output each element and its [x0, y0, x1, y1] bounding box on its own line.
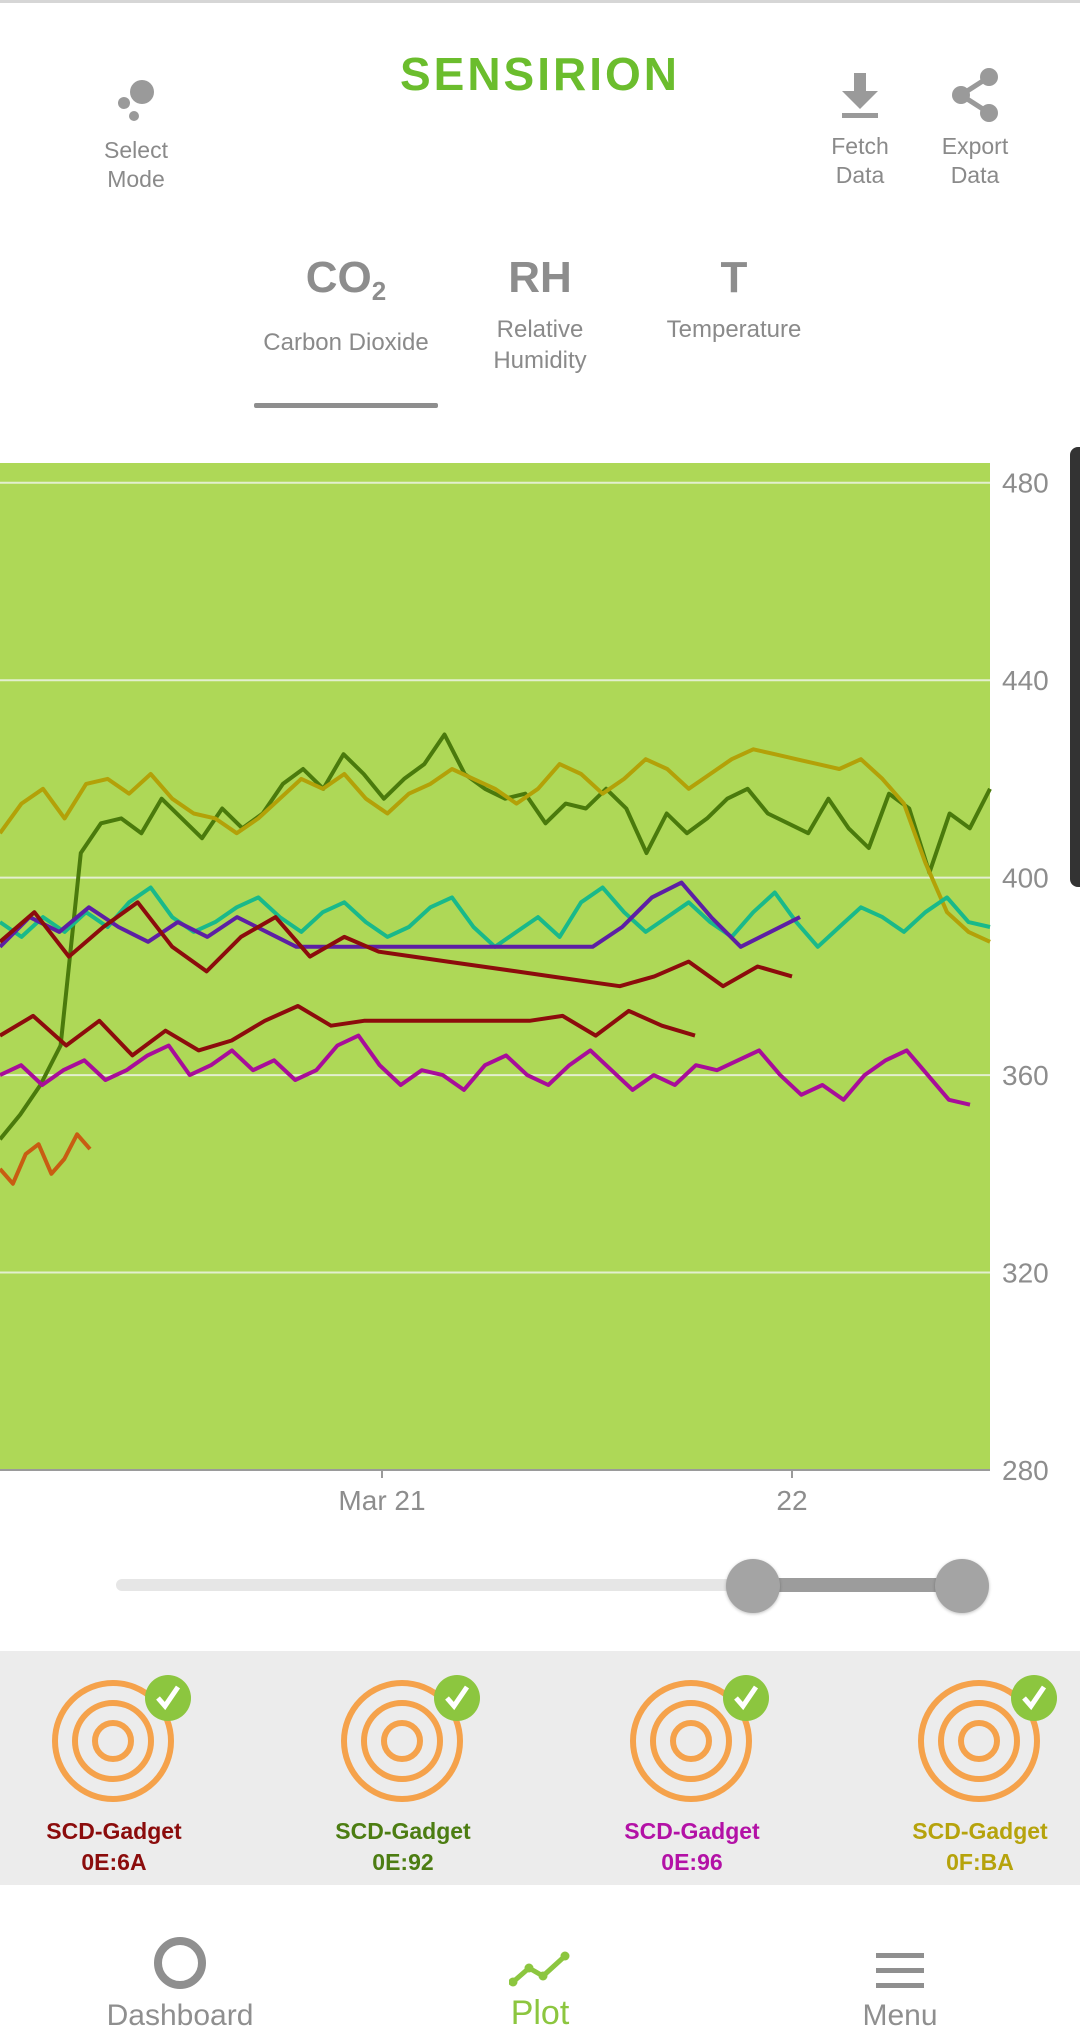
gadget-name: SCD-Gadget 0E:92: [335, 1818, 471, 1875]
check-badge-icon: [723, 1675, 769, 1721]
nav-plot[interactable]: Plot: [400, 1885, 680, 2033]
plot-icon: [509, 1911, 571, 1990]
chart-svg: 280 320 360 400 440 480 Mar 21 22: [0, 463, 1049, 1516]
bubbles-icon: [111, 68, 161, 130]
sensor-target-icon: [44, 1670, 191, 1810]
status-divider: [0, 0, 1080, 3]
y-tick-label: 400: [1002, 863, 1049, 894]
tab-co2[interactable]: CO2 Carbon Dioxide: [246, 250, 446, 358]
check-badge-icon: [145, 1675, 191, 1721]
gadget-item[interactable]: SCD-Gadget 0E:6A: [4, 1670, 224, 1878]
x-tick-label: 22: [776, 1485, 807, 1513]
export-data-label: Export Data: [941, 133, 1009, 188]
y-tick-label: 280: [1002, 1455, 1049, 1486]
tab-rh-symbol: RH: [508, 253, 572, 302]
time-range-selection: [752, 1578, 962, 1592]
gadget-name: SCD-Gadget 0F:BA: [912, 1818, 1048, 1875]
x-tick-label: Mar 21: [338, 1485, 425, 1513]
series-line: [0, 1004, 696, 1058]
y-tick-label: 320: [1002, 1258, 1049, 1289]
series-line: [0, 1132, 92, 1186]
select-mode-label: Select Mode: [104, 137, 168, 192]
y-tick-label: 440: [1002, 665, 1049, 696]
select-mode-button[interactable]: Select Mode: [86, 68, 186, 194]
fetch-data-button[interactable]: Fetch Data: [810, 60, 910, 190]
series-line: [0, 732, 992, 1141]
nav-dashboard-label: Dashboard: [106, 1999, 254, 2032]
gadget-item[interactable]: SCD-Gadget 0F:BA: [870, 1670, 1080, 1878]
tab-t-symbol: T: [720, 253, 748, 302]
y-tick-label: 360: [1002, 1060, 1049, 1091]
sensor-target-icon: [910, 1670, 1057, 1810]
active-tab-indicator: [254, 403, 438, 408]
share-icon: [948, 60, 1002, 130]
check-badge-icon: [1011, 1675, 1057, 1721]
hamburger-icon: [874, 1911, 926, 1991]
gadget-name: SCD-Gadget 0E:96: [624, 1818, 760, 1875]
download-icon: [838, 60, 882, 130]
gadget-item[interactable]: SCD-Gadget 0E:92: [293, 1670, 513, 1878]
gadget-name: SCD-Gadget 0E:6A: [46, 1818, 182, 1875]
sensor-target-icon: [622, 1670, 769, 1810]
dashboard-icon: [152, 1911, 208, 1991]
gadget-item[interactable]: SCD-Gadget 0E:96: [582, 1670, 802, 1878]
nav-menu-label: Menu: [862, 1999, 938, 2032]
tab-temperature[interactable]: T Temperature: [634, 250, 834, 345]
series-line: [0, 880, 801, 949]
tab-co2-symbol: CO2: [305, 253, 387, 306]
nav-plot-label: Plot: [510, 1994, 570, 2032]
series-line: [0, 900, 793, 989]
nav-dashboard[interactable]: Dashboard: [40, 1885, 320, 2033]
co2-chart[interactable]: 280 320 360 400 440 480 Mar 21 22: [0, 463, 1080, 1516]
check-badge-icon: [434, 1675, 480, 1721]
tab-co2-label: Carbon Dioxide: [263, 329, 429, 356]
nav-menu[interactable]: Menu: [760, 1885, 1040, 2033]
sensor-target-icon: [333, 1670, 480, 1810]
y-tick-label: 480: [1002, 468, 1049, 499]
export-data-button[interactable]: Export Data: [925, 60, 1025, 190]
series-line: [0, 1033, 971, 1107]
brand-text: SENSIRION: [400, 48, 680, 100]
tab-rh[interactable]: RH Relative Humidity: [440, 250, 640, 376]
edge-handle[interactable]: [1070, 447, 1080, 887]
series-line: [0, 747, 991, 944]
tab-t-label: Temperature: [666, 316, 802, 343]
fetch-data-label: Fetch Data: [831, 133, 889, 188]
tab-rh-label: Relative Humidity: [493, 316, 587, 374]
sensirion-logo: SENSIRION: [400, 48, 680, 100]
range-start-handle[interactable]: [726, 1559, 780, 1613]
range-end-handle[interactable]: [935, 1559, 989, 1613]
